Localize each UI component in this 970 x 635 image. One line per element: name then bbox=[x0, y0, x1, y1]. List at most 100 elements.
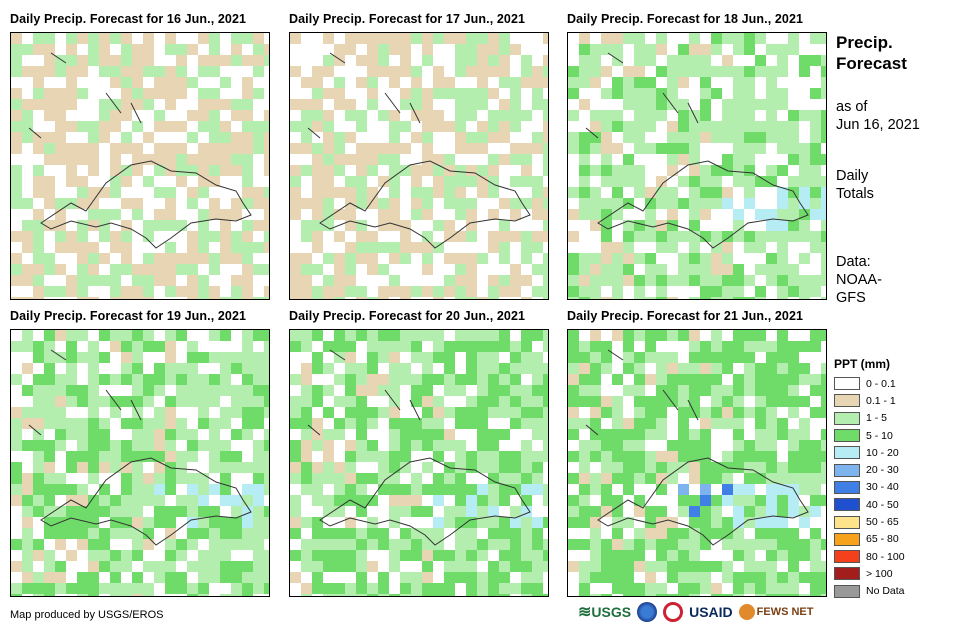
precip-cell bbox=[634, 143, 645, 154]
precip-cell bbox=[444, 176, 455, 187]
precip-cell bbox=[55, 121, 66, 132]
precip-cell bbox=[711, 517, 722, 528]
precip-cell bbox=[99, 506, 110, 517]
precip-cell bbox=[678, 264, 689, 275]
precip-cell bbox=[466, 484, 477, 495]
precip-cell bbox=[334, 143, 345, 154]
precip-cell bbox=[532, 473, 543, 484]
precip-cell bbox=[700, 99, 711, 110]
panel-title: Daily Precip. Forecast for 18 Jun., 2021 bbox=[567, 12, 804, 26]
precip-cell bbox=[198, 396, 209, 407]
precip-cell bbox=[231, 594, 242, 596]
precip-cell bbox=[422, 440, 433, 451]
precip-cell bbox=[733, 264, 744, 275]
precip-cell bbox=[99, 209, 110, 220]
precip-cell bbox=[722, 473, 733, 484]
precip-cell bbox=[220, 99, 231, 110]
precip-cell bbox=[488, 473, 499, 484]
precip-cell bbox=[88, 363, 99, 374]
precip-cell bbox=[378, 176, 389, 187]
precip-cell bbox=[400, 583, 411, 594]
precip-cell bbox=[477, 418, 488, 429]
precip-cell bbox=[253, 528, 264, 539]
precip-cell bbox=[543, 341, 548, 352]
precip-cell bbox=[645, 110, 656, 121]
precip-cell bbox=[799, 517, 810, 528]
precip-cell bbox=[444, 220, 455, 231]
precip-cell bbox=[722, 418, 733, 429]
precip-cell bbox=[77, 176, 88, 187]
precip-cell bbox=[154, 462, 165, 473]
precip-cell bbox=[568, 473, 579, 484]
precip-cell bbox=[656, 286, 667, 297]
precip-cell bbox=[821, 440, 826, 451]
precip-cell bbox=[700, 495, 711, 506]
precip-cell bbox=[799, 550, 810, 561]
precip-cell bbox=[799, 506, 810, 517]
precip-cell bbox=[601, 484, 612, 495]
precip-cell bbox=[422, 462, 433, 473]
precip-cell bbox=[821, 385, 826, 396]
precip-cell bbox=[634, 121, 645, 132]
precip-cell bbox=[733, 495, 744, 506]
precip-cell bbox=[510, 231, 521, 242]
precip-cell bbox=[55, 286, 66, 297]
precip-cell bbox=[66, 451, 77, 462]
precip-cell bbox=[99, 55, 110, 66]
precip-cell bbox=[755, 66, 766, 77]
precip-cell bbox=[422, 99, 433, 110]
legend-swatch bbox=[834, 429, 860, 443]
precip-cell bbox=[466, 99, 477, 110]
precip-cell bbox=[645, 418, 656, 429]
precip-cell bbox=[99, 561, 110, 572]
precip-cell bbox=[590, 187, 601, 198]
precip-cell bbox=[766, 594, 777, 596]
precip-cell bbox=[253, 572, 264, 583]
precip-cell bbox=[301, 143, 312, 154]
precip-cell bbox=[88, 440, 99, 451]
precip-cell bbox=[477, 165, 488, 176]
precip-cell bbox=[821, 121, 826, 132]
precip-cell bbox=[312, 264, 323, 275]
precip-cell bbox=[799, 286, 810, 297]
precip-cell bbox=[455, 341, 466, 352]
precip-cell bbox=[711, 418, 722, 429]
precip-cell bbox=[601, 154, 612, 165]
precip-cell bbox=[777, 396, 788, 407]
precip-cell bbox=[301, 539, 312, 550]
precip-cell bbox=[55, 484, 66, 495]
precip-cell bbox=[389, 385, 400, 396]
precip-cell bbox=[99, 451, 110, 462]
precip-cell bbox=[579, 275, 590, 286]
precip-cell bbox=[88, 154, 99, 165]
precip-cell bbox=[422, 561, 433, 572]
precip-cell bbox=[755, 440, 766, 451]
precip-cell bbox=[77, 264, 88, 275]
precip-cell bbox=[132, 44, 143, 55]
coastline-outline bbox=[130, 399, 142, 421]
precip-cell bbox=[411, 550, 422, 561]
precip-cell bbox=[788, 440, 799, 451]
precip-cell bbox=[378, 539, 389, 550]
precip-cell bbox=[323, 594, 334, 596]
precip-cell bbox=[510, 583, 521, 594]
precip-cell bbox=[788, 561, 799, 572]
precip-cell bbox=[198, 176, 209, 187]
precip-cell bbox=[700, 55, 711, 66]
precip-cell bbox=[378, 407, 389, 418]
precip-cell bbox=[220, 462, 231, 473]
precip-cell bbox=[711, 198, 722, 209]
precip-cell bbox=[176, 88, 187, 99]
precip-cell bbox=[543, 99, 548, 110]
precip-cell bbox=[77, 253, 88, 264]
precip-cell bbox=[345, 352, 356, 363]
precip-cell bbox=[367, 385, 378, 396]
precip-cell bbox=[433, 220, 444, 231]
precip-cell bbox=[579, 583, 590, 594]
precip-cell bbox=[264, 132, 269, 143]
precip-cell bbox=[301, 99, 312, 110]
precip-cell bbox=[143, 220, 154, 231]
hispaniola-outline bbox=[597, 457, 809, 546]
precip-cell bbox=[411, 132, 422, 143]
precip-cell bbox=[334, 264, 345, 275]
